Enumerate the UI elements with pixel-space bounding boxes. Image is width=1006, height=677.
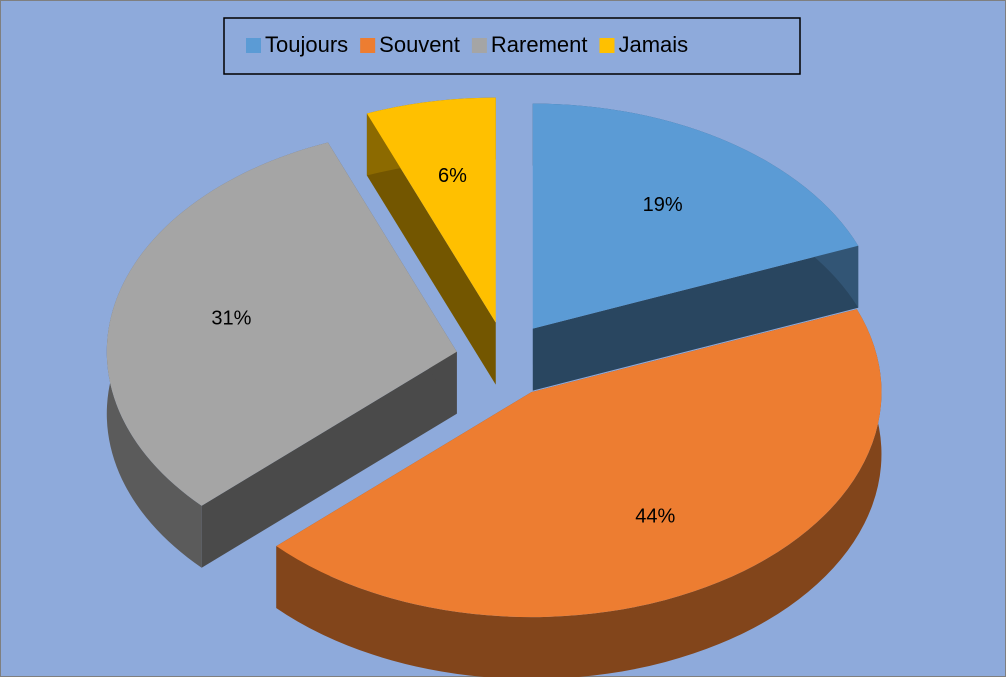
legend-box (223, 17, 801, 75)
slice-wall (201, 351, 457, 568)
legend-label: Souvent (379, 32, 460, 57)
slice-side (276, 309, 882, 677)
legend-swatch (246, 38, 261, 53)
slice-wall (532, 245, 859, 391)
legend-label: Rarement (491, 32, 588, 57)
data-label: 31% (211, 308, 251, 330)
slice-top (366, 97, 496, 323)
slice (276, 309, 882, 677)
legend-label: Toujours (265, 32, 348, 57)
legend-swatch (471, 38, 487, 53)
slice-wall (366, 113, 496, 385)
data-label: 19% (643, 194, 683, 216)
data-label: 6% (438, 165, 467, 187)
slice (532, 103, 859, 391)
legend-swatch (360, 38, 376, 53)
slice (106, 142, 457, 568)
legend-label: Jamais (618, 32, 688, 57)
slice-top (106, 142, 457, 506)
slice-top (276, 309, 882, 618)
slice (366, 97, 496, 385)
slice-top (532, 103, 859, 329)
legend-swatch (599, 38, 615, 53)
data-label: 44% (635, 506, 675, 528)
